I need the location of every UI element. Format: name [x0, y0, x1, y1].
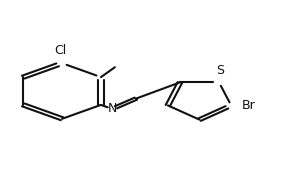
Text: Cl: Cl — [55, 44, 67, 58]
Text: S: S — [215, 64, 224, 77]
Text: Br: Br — [242, 99, 256, 112]
Text: N: N — [107, 102, 117, 115]
